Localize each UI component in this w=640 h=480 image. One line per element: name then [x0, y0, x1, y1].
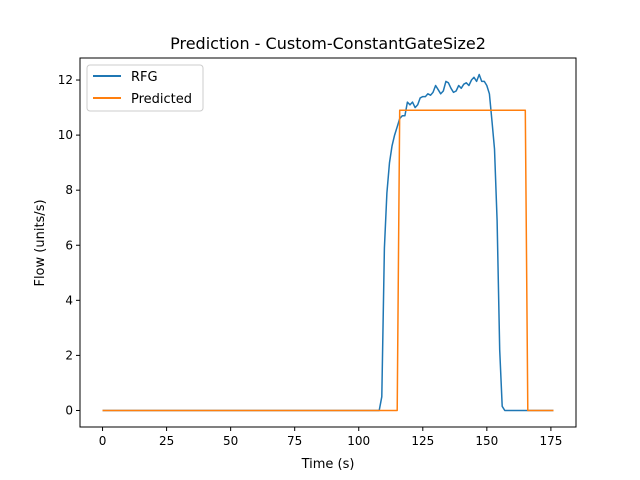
- series-layer: [102, 73, 554, 412]
- y-tick-label: 2: [65, 348, 73, 362]
- x-tick-label: 0: [99, 434, 107, 448]
- y-tick-label: 10: [58, 128, 73, 142]
- chart-title: Prediction - Custom-ConstantGateSize2: [170, 34, 486, 53]
- y-tick-label: 6: [65, 238, 73, 252]
- x-axis: 0 25 50 75 100 125 150 175: [99, 427, 562, 448]
- legend-label-predicted: Predicted: [131, 92, 192, 107]
- legend: RFG Predicted: [86, 64, 204, 112]
- legend-label-rfg: RFG: [131, 70, 158, 85]
- plot-frame: [79, 57, 577, 428]
- series-line-predicted: [102, 109, 554, 412]
- y-axis: 0 2 4 6 8 10 12: [58, 73, 80, 417]
- x-axis-label: Time (s): [301, 457, 355, 472]
- y-tick-label: 0: [65, 403, 73, 417]
- x-tick-label: 100: [347, 434, 370, 448]
- y-axis-label: Flow (units/s): [33, 199, 48, 286]
- y-tick-label: 12: [58, 73, 73, 87]
- x-tick-label: 150: [475, 434, 498, 448]
- x-tick-label: 125: [411, 434, 434, 448]
- y-tick-label: 8: [65, 183, 73, 197]
- x-tick-label: 25: [159, 434, 174, 448]
- series-line-rfg: [102, 73, 554, 412]
- x-tick-label: 50: [223, 434, 238, 448]
- y-tick-label: 4: [65, 293, 73, 307]
- x-tick-label: 175: [539, 434, 562, 448]
- x-tick-label: 75: [287, 434, 302, 448]
